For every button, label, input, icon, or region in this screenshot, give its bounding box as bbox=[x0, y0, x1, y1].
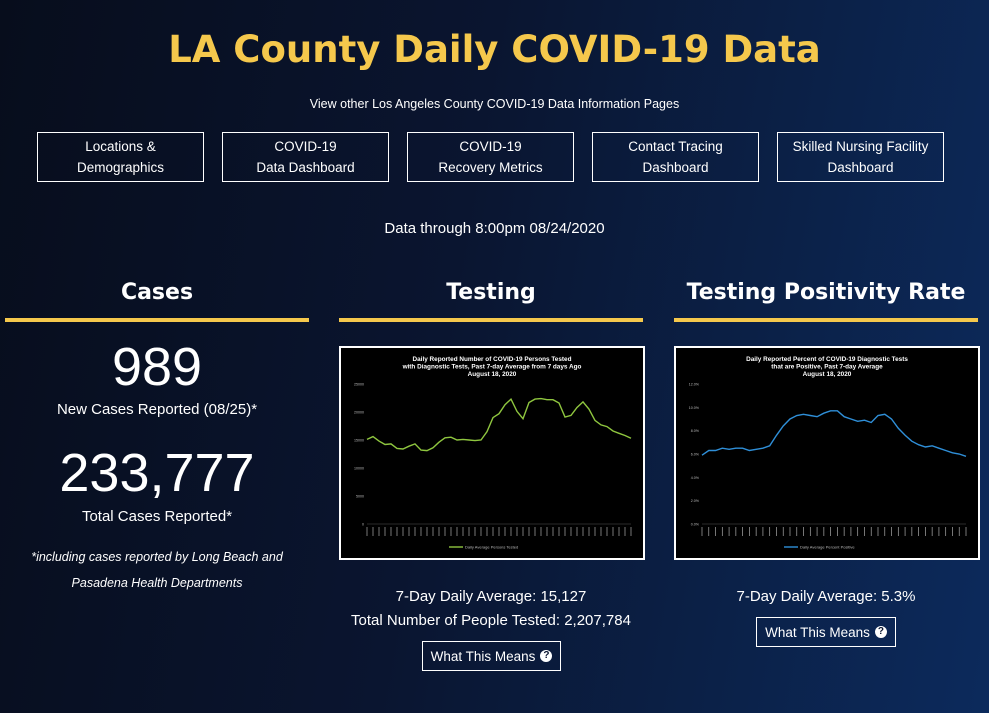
chart-title-line: Daily Reported Number of COVID-19 Person… bbox=[413, 356, 572, 363]
what-this-means-label: What This Means bbox=[765, 624, 870, 640]
chart-title-line: August 18, 2020 bbox=[803, 371, 852, 378]
cases-footnote: *including cases reported by Long Beach … bbox=[31, 550, 283, 590]
series-line bbox=[701, 410, 967, 457]
testing-chart: Daily Reported Number of COVID-19 Person… bbox=[339, 346, 645, 560]
new-cases-value: 989 bbox=[111, 337, 203, 397]
y-tick-label: 6.0% bbox=[691, 453, 700, 457]
nav-button-locations-demographics[interactable]: Locations & Demographics bbox=[37, 132, 204, 182]
page-subtitle: View other Los Angeles County COVID-19 D… bbox=[309, 97, 680, 111]
nav-button-contact-tracing[interactable]: Contact Tracing Dashboard bbox=[592, 132, 759, 182]
y-tick-label: 0 bbox=[362, 523, 364, 527]
new-cases-label: New Cases Reported (08/25)* bbox=[56, 401, 258, 418]
data-as-of: Data through 8:00pm 08/24/2020 bbox=[384, 220, 605, 237]
question-circle-icon: ? bbox=[540, 650, 553, 662]
y-tick-label: 4.0% bbox=[691, 476, 700, 480]
testing-heading: Testing bbox=[446, 280, 536, 305]
legend-label: Daily Average Percent Positive bbox=[800, 545, 855, 550]
cases-divider bbox=[5, 318, 309, 322]
total-cases-value: 233,777 bbox=[59, 443, 255, 503]
positivity-7day-average: 7-Day Daily Average: 5.3% bbox=[736, 588, 916, 605]
chart-title-line: August 18, 2020 bbox=[468, 371, 517, 378]
y-tick-label: 25000 bbox=[354, 383, 364, 387]
chart-title-line: with Diagnostic Tests, Past 7-day Averag… bbox=[402, 364, 582, 371]
nav-button-recovery-metrics[interactable]: COVID-19 Recovery Metrics bbox=[407, 132, 574, 182]
y-tick-label: 5000 bbox=[356, 495, 364, 499]
positivity-divider bbox=[674, 318, 978, 322]
page-title: LA County Daily COVID-19 Data bbox=[168, 28, 821, 71]
legend-label: Daily Average Persons Tested bbox=[465, 545, 518, 550]
cases-heading: Cases bbox=[120, 280, 194, 305]
chart-title-line: Daily Reported Percent of COVID-19 Diagn… bbox=[746, 356, 908, 363]
y-tick-label: 8.0% bbox=[691, 429, 700, 433]
testing-total-tested: Total Number of People Tested: 2,207,784 bbox=[351, 612, 631, 629]
chart-title-line: that are Positive, Past 7-day Average bbox=[771, 364, 883, 371]
y-tick-label: 15000 bbox=[354, 439, 364, 443]
testing-what-this-means-button[interactable]: What This Means? bbox=[422, 641, 561, 671]
y-tick-label: 20000 bbox=[354, 411, 364, 415]
positivity-chart: Daily Reported Percent of COVID-19 Diagn… bbox=[674, 346, 980, 560]
testing-divider bbox=[339, 318, 643, 322]
what-this-means-label: What This Means bbox=[430, 648, 536, 664]
y-tick-label: 12.0% bbox=[689, 383, 700, 387]
total-cases-label: Total Cases Reported* bbox=[81, 508, 233, 525]
testing-7day-average: 7-Day Daily Average: 15,127 bbox=[395, 588, 587, 605]
y-tick-label: 2.0% bbox=[691, 499, 700, 503]
positivity-what-this-means-button[interactable]: What This Means? bbox=[756, 617, 896, 647]
y-tick-label: 0.0% bbox=[691, 523, 700, 527]
y-tick-label: 10000 bbox=[354, 467, 364, 471]
y-tick-label: 10.0% bbox=[689, 406, 700, 410]
nav-button-data-dashboard[interactable]: COVID-19 Data Dashboard bbox=[222, 132, 389, 182]
question-circle-icon: ? bbox=[874, 626, 887, 638]
nav-button-skilled-nursing[interactable]: Skilled Nursing Facility Dashboard bbox=[777, 132, 944, 182]
series-line bbox=[366, 397, 632, 452]
positivity-heading: Testing Positivity Rate bbox=[686, 280, 966, 305]
